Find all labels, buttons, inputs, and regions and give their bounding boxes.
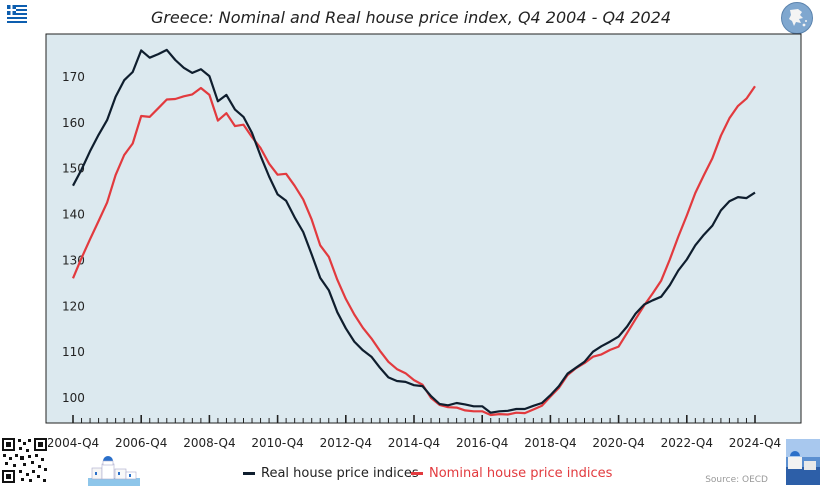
legend-item-nominal: Nominal house price indices xyxy=(411,466,612,481)
legend-label-real: Real house price indices xyxy=(261,466,419,481)
x-tick-label: 2004-Q4 xyxy=(47,436,99,450)
y-tick-label: 140 xyxy=(62,208,85,222)
greece-flag-icon xyxy=(7,5,27,23)
x-tick-label: 2012-Q4 xyxy=(320,436,372,450)
x-tick-label: 2024-Q4 xyxy=(729,436,781,450)
chart-title: Greece: Nominal and Real house price ind… xyxy=(150,8,672,27)
x-tick-label: 2008-Q4 xyxy=(183,436,235,450)
x-tick-label: 2010-Q4 xyxy=(251,436,303,450)
legend-item-real: Real house price indices xyxy=(243,466,419,481)
y-tick-label: 120 xyxy=(62,299,85,313)
plot-area xyxy=(45,33,802,424)
qr-code-icon xyxy=(1,437,48,484)
greece-map-globe-icon xyxy=(781,2,813,34)
legend-swatch-real xyxy=(243,472,255,475)
y-tick-label: 110 xyxy=(62,345,85,359)
x-tick-label: 2018-Q4 xyxy=(524,436,576,450)
legend-swatch-nominal xyxy=(411,472,423,475)
series-line-nominal xyxy=(71,85,756,417)
x-tick-label: 2016-Q4 xyxy=(456,436,508,450)
series-line-real xyxy=(72,48,756,414)
y-tick-label: 160 xyxy=(62,116,85,130)
legend: Real house price indices Nominal house p… xyxy=(0,466,822,484)
x-tick-label: 2006-Q4 xyxy=(115,436,167,450)
x-tick-label: 2022-Q4 xyxy=(661,436,713,450)
santorini-photo-icon xyxy=(786,439,820,485)
source-note: Source: OECD xyxy=(705,475,768,485)
y-tick-label: 100 xyxy=(62,391,85,405)
santorini-town-icon xyxy=(88,456,140,486)
y-tick-label: 170 xyxy=(62,70,85,84)
legend-label-nominal: Nominal house price indices xyxy=(429,466,613,481)
x-tick-label: 2014-Q4 xyxy=(388,436,440,450)
x-tick-label: 2020-Q4 xyxy=(592,436,644,450)
